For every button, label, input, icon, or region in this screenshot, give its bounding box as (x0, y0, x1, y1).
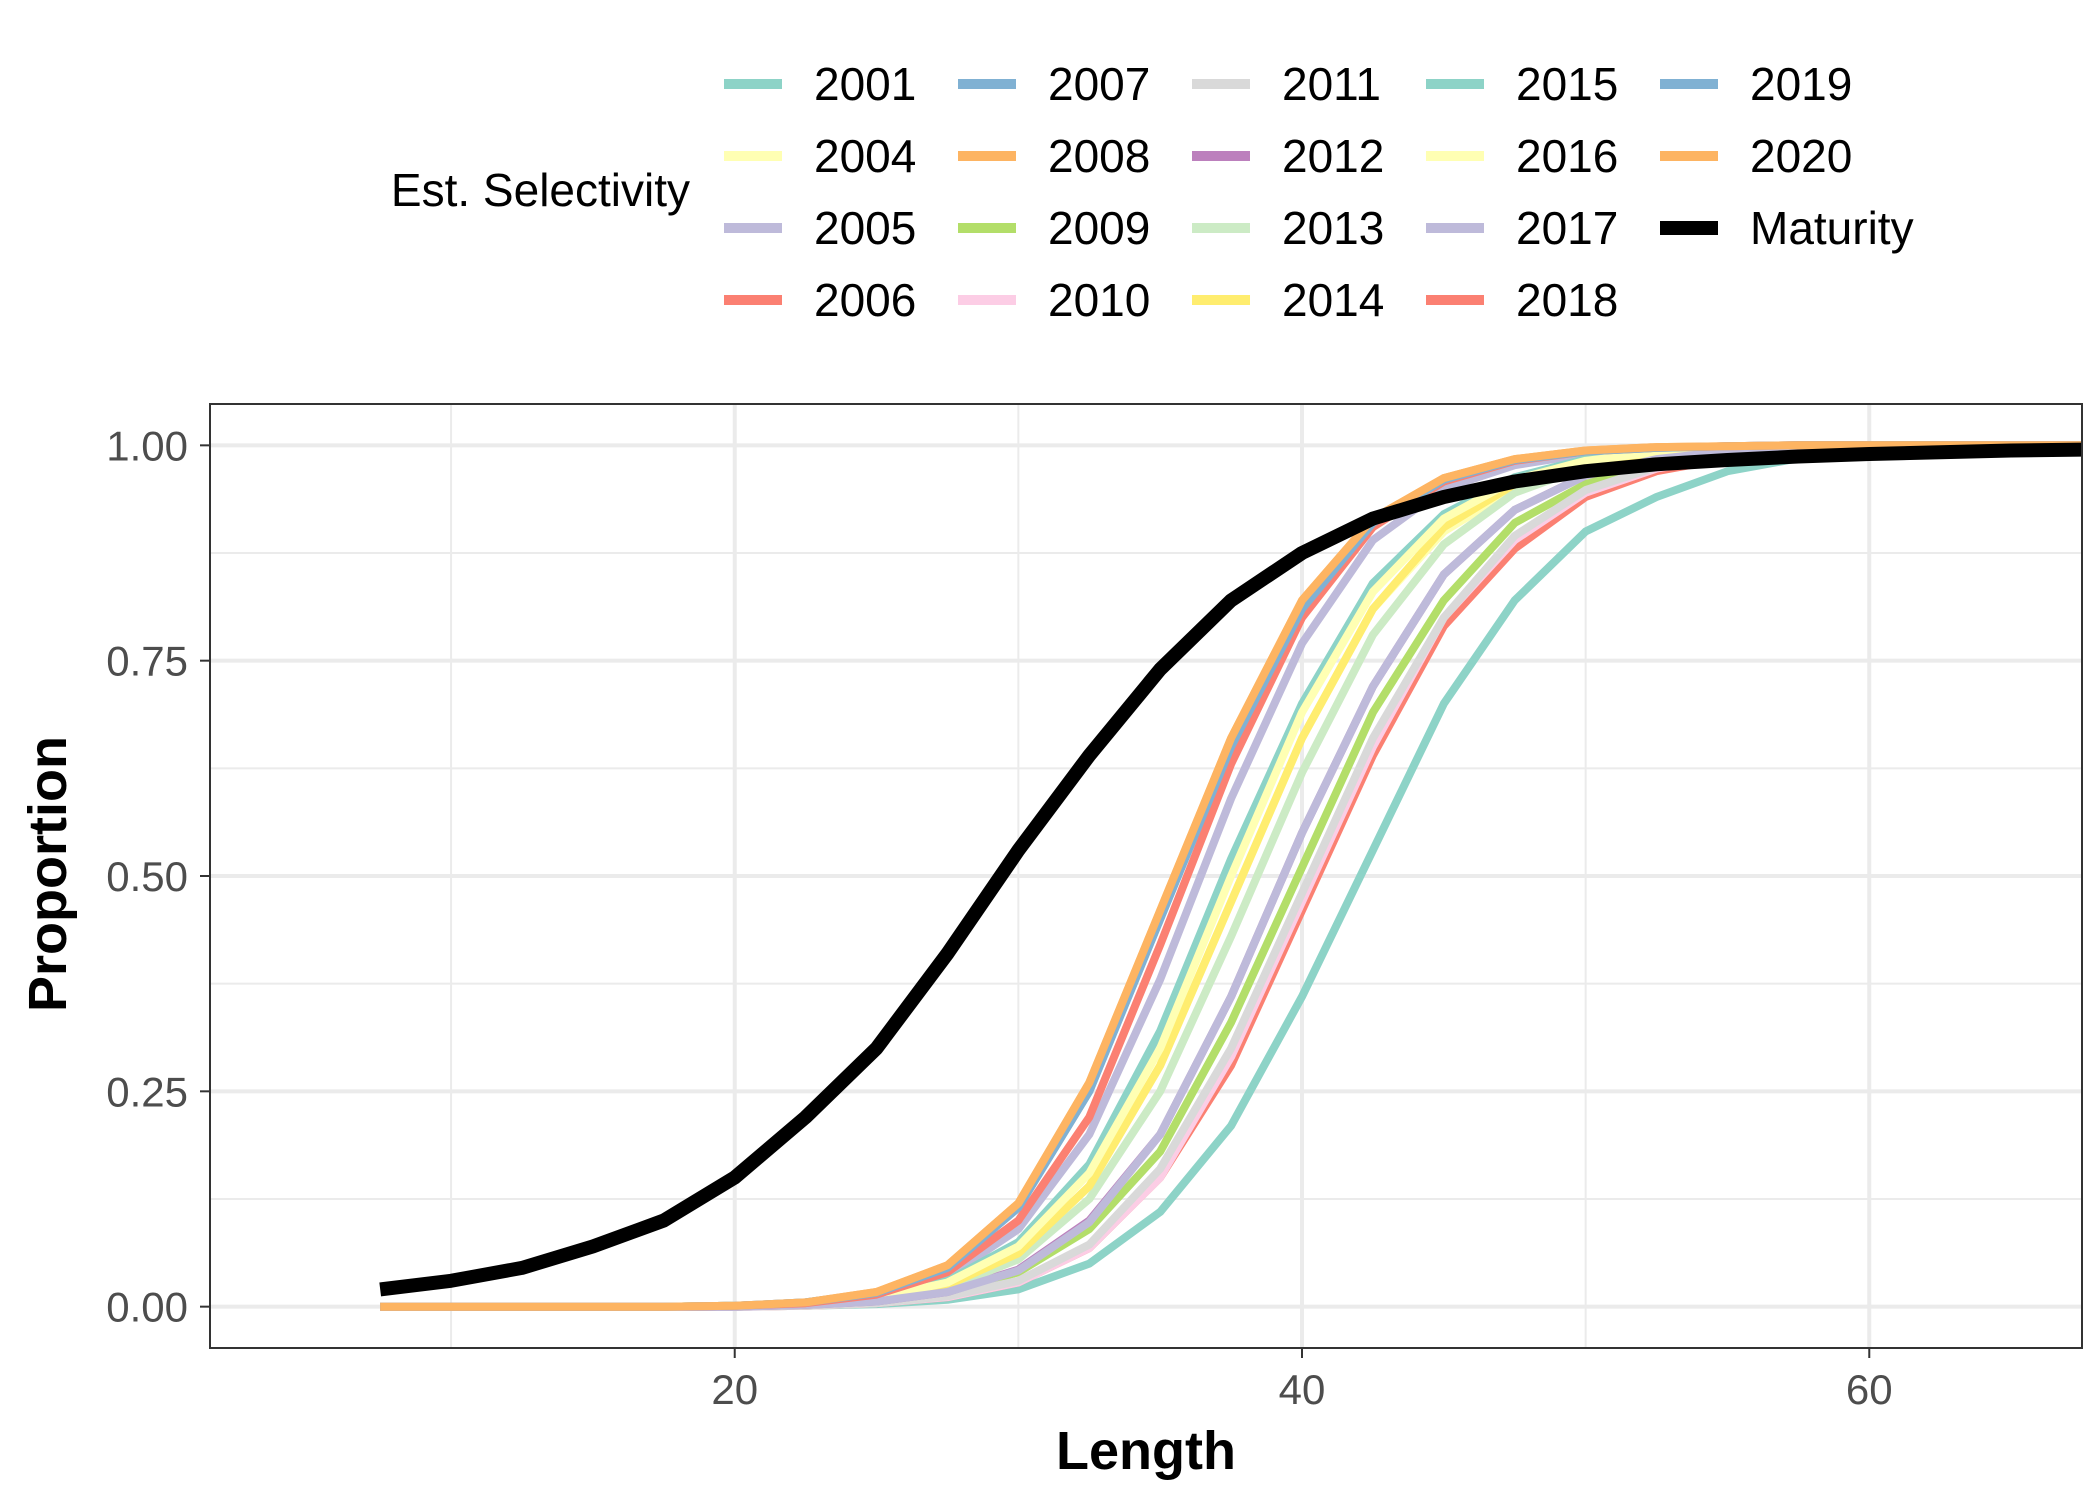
y-axis-ticks: 0.00 0.25 0.50 0.75 1.00 (106, 422, 210, 1331)
legend-label-2018: 2018 (1516, 274, 1618, 326)
legend: Est. Selectivity 20012004200520062007200… (391, 58, 1914, 326)
legend-title: Est. Selectivity (391, 164, 690, 216)
legend-label-2007: 2007 (1048, 58, 1150, 110)
plot-area (209, 403, 2083, 1349)
y-tick-label: 0.50 (106, 853, 188, 900)
x-tick-label: 40 (1279, 1366, 1326, 1413)
axes: 20 40 60 0.00 0.25 0.50 0.75 1.00 Length Propo… (18, 422, 1893, 1481)
legend-label-2014: 2014 (1282, 274, 1384, 326)
legend-label-2016: 2016 (1516, 130, 1618, 182)
legend-label-2020: 2020 (1750, 130, 1852, 182)
legend-label-2012: 2012 (1282, 130, 1384, 182)
x-tick-label: 20 (711, 1366, 758, 1413)
x-axis-title: Length (1056, 1421, 1236, 1481)
legend-items: 2001 2004 2005 2006 2007 2008 2009 2010 2011 2012… (724, 58, 1914, 326)
legend-label-2006: 2006 (814, 274, 916, 326)
legend-label-2013: 2013 (1282, 202, 1384, 254)
legend-label-2004: 2004 (814, 130, 916, 182)
x-tick-label: 60 (1846, 1366, 1893, 1413)
y-tick-label: 1.00 (106, 422, 188, 469)
legend-label-maturity: Maturity (1750, 202, 1914, 254)
legend-label-2017: 2017 (1516, 202, 1618, 254)
legend-label-2010: 2010 (1048, 274, 1150, 326)
y-tick-label: 0.25 (106, 1068, 188, 1115)
legend-label-2015: 2015 (1516, 58, 1618, 110)
legend-label-2011: 2011 (1282, 58, 1381, 110)
y-tick-label: 0.75 (106, 638, 188, 685)
legend-label-2005: 2005 (814, 202, 916, 254)
y-axis-title: Proportion (18, 736, 78, 1012)
legend-label-2019: 2019 (1750, 58, 1852, 110)
y-tick-label: 0.00 (106, 1284, 188, 1331)
legend-label-2008: 2008 (1048, 130, 1150, 182)
series-lines (379, 441, 2083, 1311)
x-axis-ticks: 20 40 60 (711, 1348, 1893, 1413)
legend-label-2001: 2001 (814, 58, 916, 110)
legend-label-2009: 2009 (1048, 202, 1150, 254)
series-line-maturity (379, 442, 2083, 1297)
series-line-2020 (380, 441, 2082, 1311)
